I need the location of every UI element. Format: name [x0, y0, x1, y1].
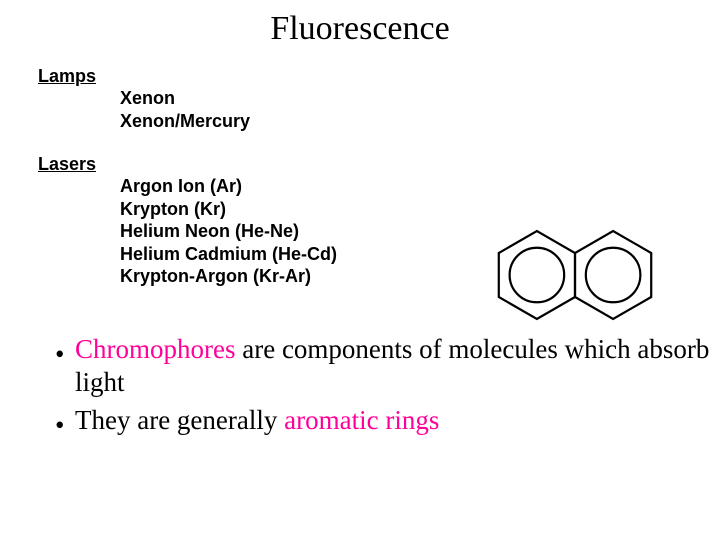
- bullet-dot: •: [55, 404, 75, 441]
- bullet-list: •Chromophores are components of molecule…: [55, 333, 720, 442]
- title-text: Fluorescence: [270, 10, 449, 47]
- bullet-text: Chromophores are components of molecules…: [75, 333, 720, 401]
- lamps-list: XenonXenon/Mercury: [120, 87, 720, 132]
- bullet-text: They are generally aromatic rings: [75, 404, 720, 438]
- highlight-term: Chromophores: [75, 334, 235, 364]
- highlight-term: aromatic rings: [284, 405, 439, 435]
- page-title: Fluorescence: [0, 10, 720, 48]
- lasers-item: Argon Ion (Ar): [120, 175, 720, 198]
- lamps-section: Lamps XenonXenon/Mercury: [0, 66, 720, 132]
- bullet-item: •They are generally aromatic rings: [55, 404, 720, 441]
- lasers-item: Krypton (Kr): [120, 198, 720, 221]
- lamps-item: Xenon: [120, 87, 720, 110]
- lasers-heading: Lasers: [38, 154, 720, 175]
- bullet-dot: •: [55, 333, 75, 370]
- lamps-item: Xenon/Mercury: [120, 110, 720, 133]
- naphthalene-diagram: [490, 220, 660, 330]
- lamps-heading: Lamps: [38, 66, 720, 87]
- bullet-item: •Chromophores are components of molecule…: [55, 333, 720, 401]
- plain-text: They are generally: [75, 405, 284, 435]
